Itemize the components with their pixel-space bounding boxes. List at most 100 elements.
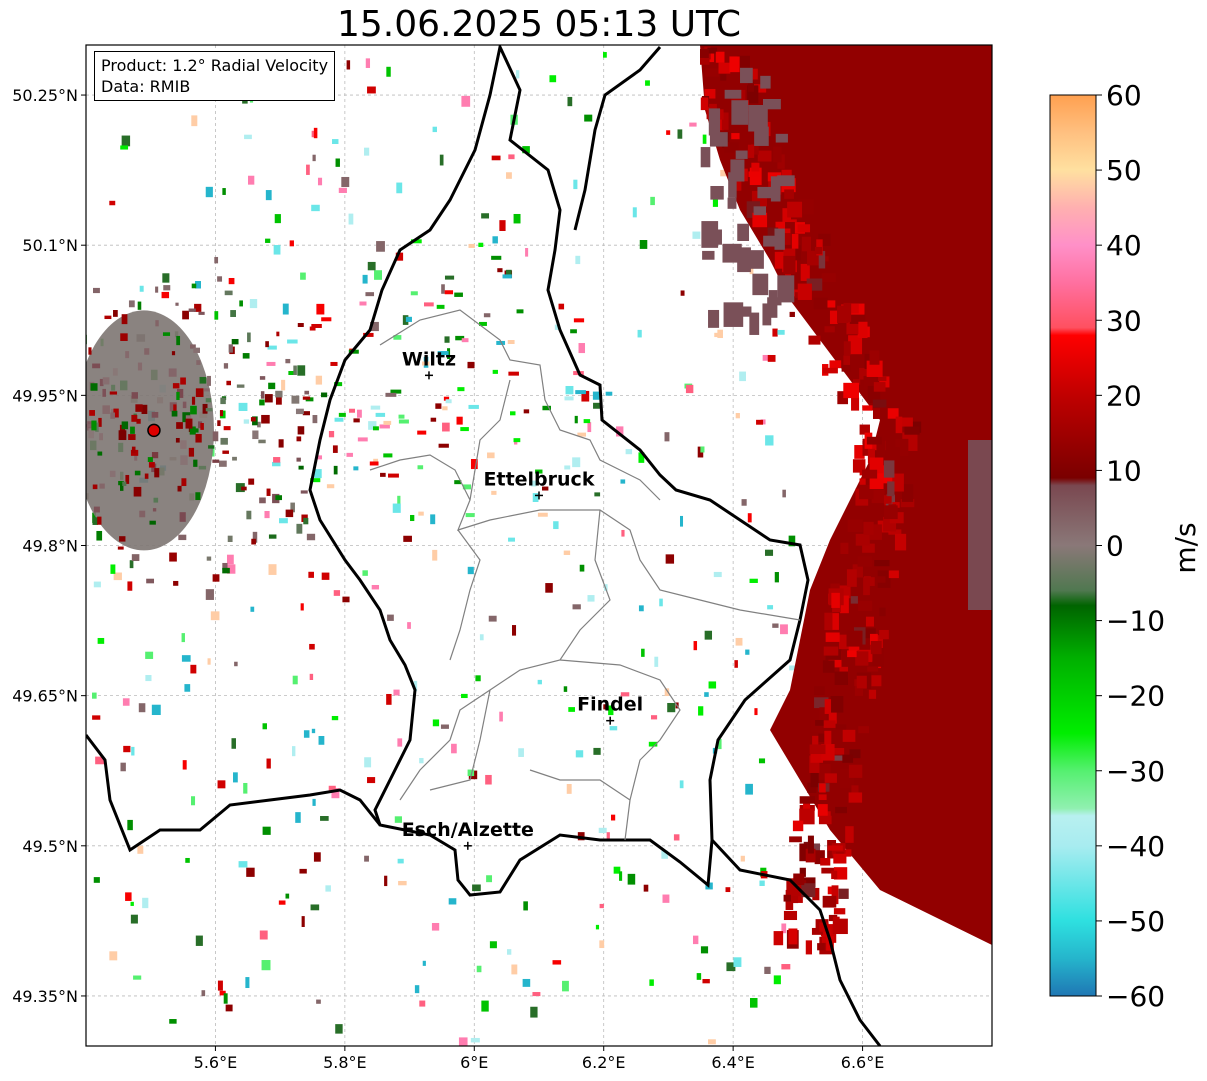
velocity-cell: [487, 452, 495, 459]
clutter-cell: [275, 396, 282, 405]
velocity-cell: [405, 316, 412, 322]
precip-cell: [809, 744, 826, 755]
velocity-cell: [398, 419, 409, 424]
precip-cell: [829, 360, 842, 369]
velocity-cell: [442, 422, 450, 432]
precip-cell: [863, 375, 877, 390]
clutter-cell: [113, 408, 119, 418]
velocity-cell: [708, 681, 717, 689]
velocity-cell: [325, 885, 331, 892]
precip-cell: [817, 804, 828, 817]
clutter-cell: [99, 378, 104, 387]
velocity-cell: [689, 122, 697, 127]
clutter-cell: [88, 347, 92, 355]
clutter-cell: [212, 431, 219, 442]
precip-cell: [843, 341, 851, 356]
velocity-cell: [299, 868, 307, 874]
velocity-cell: [649, 979, 654, 986]
velocity-cell: [563, 686, 568, 692]
velocity-cell: [306, 164, 310, 175]
velocity-cell: [667, 702, 676, 713]
velocity-cell: [430, 514, 436, 525]
precip-cell: [824, 326, 835, 333]
colorbar-tick-label: 0: [1106, 530, 1124, 563]
clutter-cell: [137, 301, 142, 310]
clutter-cell: [202, 403, 208, 414]
velocity-cell: [749, 266, 754, 275]
clutter-cell: [92, 363, 101, 369]
velocity-cell: [375, 412, 386, 417]
velocity-cell: [309, 673, 314, 680]
clutter-cell: [241, 486, 247, 491]
clutter-cell: [97, 516, 102, 525]
precip-cell: [782, 233, 791, 245]
colorbar-tick-label: −30: [1106, 755, 1165, 788]
velocity-cell: [364, 147, 370, 156]
precip-cell: [744, 250, 764, 269]
colorbar-tick-label: −10: [1106, 605, 1165, 638]
precip-cell: [862, 543, 875, 553]
clutter-cell: [35, 374, 39, 384]
precip-cell: [883, 505, 898, 520]
velocity-cell: [423, 302, 434, 307]
velocity-cell: [481, 213, 490, 219]
clutter-cell: [155, 320, 159, 327]
velocity-cell: [234, 661, 238, 667]
clutter-cell: [68, 299, 74, 303]
clutter-cell: [131, 446, 136, 453]
precip-cell: [748, 171, 762, 177]
velocity-cell: [595, 924, 600, 930]
velocity-cell: [563, 550, 571, 555]
velocity-cell: [702, 978, 710, 984]
clutter-cell: [176, 422, 183, 429]
precip-cell: [835, 724, 847, 730]
clutter-cell: [34, 510, 37, 518]
clutter-cell: [131, 392, 138, 399]
velocity-cell: [511, 964, 518, 975]
velocity-cell: [287, 339, 298, 344]
velocity-cell: [472, 884, 481, 892]
colorbar-tick-label: 40: [1106, 229, 1142, 262]
precip-cell: [871, 489, 885, 504]
velocity-cell: [233, 772, 238, 783]
clutter-cell: [175, 437, 180, 443]
clutter-cell: [99, 433, 103, 441]
precip-cell: [723, 302, 744, 327]
clutter-cell: [174, 331, 179, 338]
velocity-cell: [422, 960, 426, 966]
clutter-cell: [182, 401, 187, 409]
velocity-cell: [313, 127, 318, 139]
x-tick-label: 6.2°E: [582, 1053, 626, 1072]
clutter-cell: [276, 331, 280, 337]
velocity-cell: [698, 706, 704, 716]
precip-cell: [968, 440, 992, 610]
precip-cell: [839, 585, 851, 599]
x-tick-label: 6°E: [460, 1053, 488, 1072]
clutter-cell: [176, 388, 184, 398]
clutter-cell: [251, 538, 256, 545]
velocity-cell: [315, 375, 323, 385]
clutter-cell: [134, 453, 138, 461]
clutter-cell: [125, 474, 130, 484]
velocity-cell: [508, 371, 519, 376]
velocity-cell: [444, 336, 450, 343]
clutter-cell: [223, 363, 229, 369]
velocity-cell: [581, 390, 590, 402]
clutter-cell: [97, 451, 103, 456]
velocity-cell: [357, 437, 368, 442]
clutter-cell: [236, 384, 245, 388]
clutter-cell: [104, 315, 112, 320]
velocity-cell: [130, 901, 134, 906]
clutter-cell: [195, 433, 202, 443]
precip-cell: [737, 55, 751, 72]
precip-cell: [720, 74, 727, 81]
velocity-cell: [531, 480, 537, 487]
precip-cell: [852, 564, 863, 578]
velocity-cell: [454, 480, 462, 485]
clutter-cell: [89, 410, 95, 416]
clutter-cell: [46, 418, 50, 423]
clutter-cell: [111, 384, 116, 391]
velocity-cell: [395, 252, 404, 261]
velocity-cell: [268, 564, 277, 575]
velocity-cell: [387, 614, 394, 621]
